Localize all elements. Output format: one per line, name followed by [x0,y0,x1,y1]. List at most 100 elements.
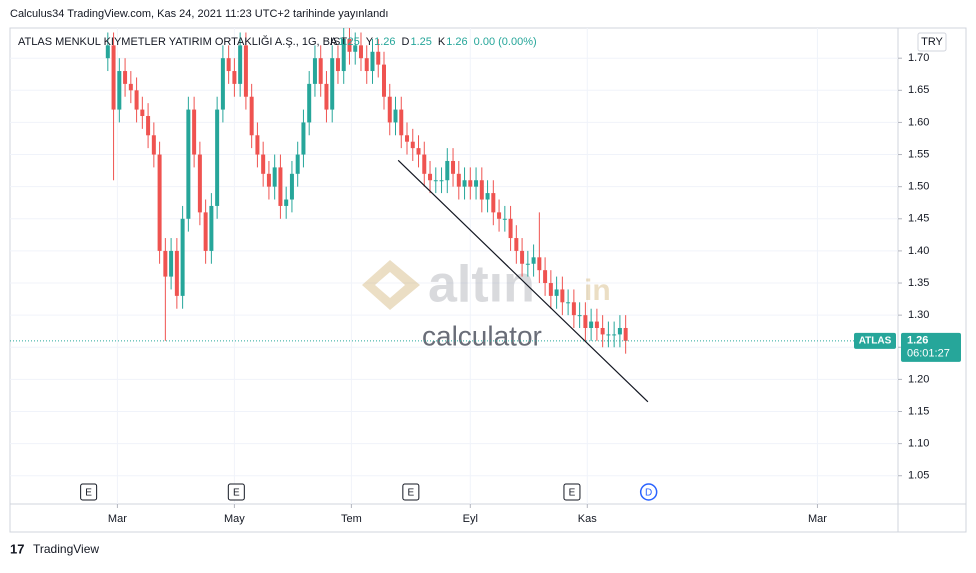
candle-body [174,250,179,296]
x-tick-label: May [224,513,245,525]
candles [105,28,628,354]
candle-body [140,109,145,117]
candle-body [623,327,628,341]
watermark-icon [362,260,420,310]
y-tick-label: 1.35 [908,277,929,289]
ohlc-value: 0.00 (0.00%) [474,36,537,48]
candle-body [485,193,490,200]
candle-body [209,205,214,251]
candle-body [272,167,277,187]
ohlc-label: A [330,36,338,48]
candle-body [520,250,525,264]
candle-body [324,83,329,110]
candle-body [330,58,335,110]
ohlc-value: 1.26 [374,36,395,48]
currency: TRY [921,36,943,48]
candle-body [128,83,133,91]
candle-body [433,180,438,182]
x-tick-label: Kas [578,513,597,525]
candle-body [502,218,507,220]
candle-body [600,327,605,335]
candle-body [289,173,294,200]
price-tag [901,332,961,362]
y-tick-label: 1.05 [908,470,929,482]
candle-body [531,257,536,264]
candle-body [497,212,502,219]
candle-body [353,45,358,52]
ohlc-value: 1.25 [338,36,359,48]
y-tick-label: 1.10 [908,438,929,450]
candle-body [537,257,542,271]
ohlc-label: D [402,36,410,48]
candle-body [416,148,421,155]
price-tag-countdown: 06:01:27 [907,348,950,360]
published: Calculus34 TradingView.com, Kas 24, 2021… [10,8,388,20]
candle-body [163,250,168,277]
candle-body [301,122,306,155]
symbol-tag [854,332,896,349]
candle-body [117,71,122,110]
candle-body [451,160,456,174]
y-tick-label: 1.40 [908,245,929,257]
candle-body [197,154,202,213]
trendline [397,159,649,403]
symbol-title: ATLAS MENKUL KIYMETLER YATIRIM ORTAKLIĞI… [18,35,347,48]
candle-body [514,238,519,251]
candle-body [347,38,352,52]
event-label: E [85,488,92,499]
candle-body [180,218,185,296]
candle-body [215,109,220,206]
ohlc-value: 1.25 [410,36,431,48]
candle-body [508,218,513,239]
candle-body [606,334,611,336]
candle-body [577,315,582,317]
candle-body [249,96,254,136]
candle-body [381,64,386,97]
candle-body [410,141,415,149]
candle-body [399,109,404,136]
candle-body [278,167,283,206]
candle-body [266,173,271,187]
event-label: D [645,488,652,499]
candle-body [525,263,530,265]
candle-body [554,289,559,296]
ohlc-legend: A 1.25 Y 1.26 D 1.25 K 1.26 0.00 (0.00%) [330,36,537,48]
y-tick-label: 1.55 [908,148,929,160]
candle-body [560,289,565,303]
candle-body [341,38,346,72]
candle-body [387,96,392,123]
candle-body [548,283,553,296]
symbol-tag-text: ATLAS [859,335,892,346]
candle-body [105,45,110,59]
candle-body [376,51,381,65]
y-tick-label: 1.20 [908,373,929,385]
logo-mark: 17 [10,541,24,556]
candle-body [364,58,369,72]
candle-body [295,154,300,174]
footer: TradingView [33,542,99,556]
watermark-sub: calculator [422,320,542,351]
x-tick-label: Tem [341,513,362,525]
candle-body [111,45,116,110]
candle-body [543,270,548,284]
y-tick-label: 1.45 [908,213,929,225]
y-tick-label: 1.30 [908,309,929,321]
candle-body [428,173,433,181]
candle-body [617,327,622,335]
frame [9,27,967,533]
candle-body [479,180,484,200]
candle-body [123,71,128,84]
y-tick-label: 1.60 [908,116,929,128]
candle-body [157,154,162,251]
candle-body [393,109,398,123]
ohlc-value: 1.26 [446,36,467,48]
candle-body [226,58,231,72]
candle-body [474,180,479,187]
candle-body [307,83,312,123]
candle-body [220,58,225,110]
candle-body [491,193,496,213]
event-label: E [233,488,240,499]
y-tick-label: 1.50 [908,181,929,193]
